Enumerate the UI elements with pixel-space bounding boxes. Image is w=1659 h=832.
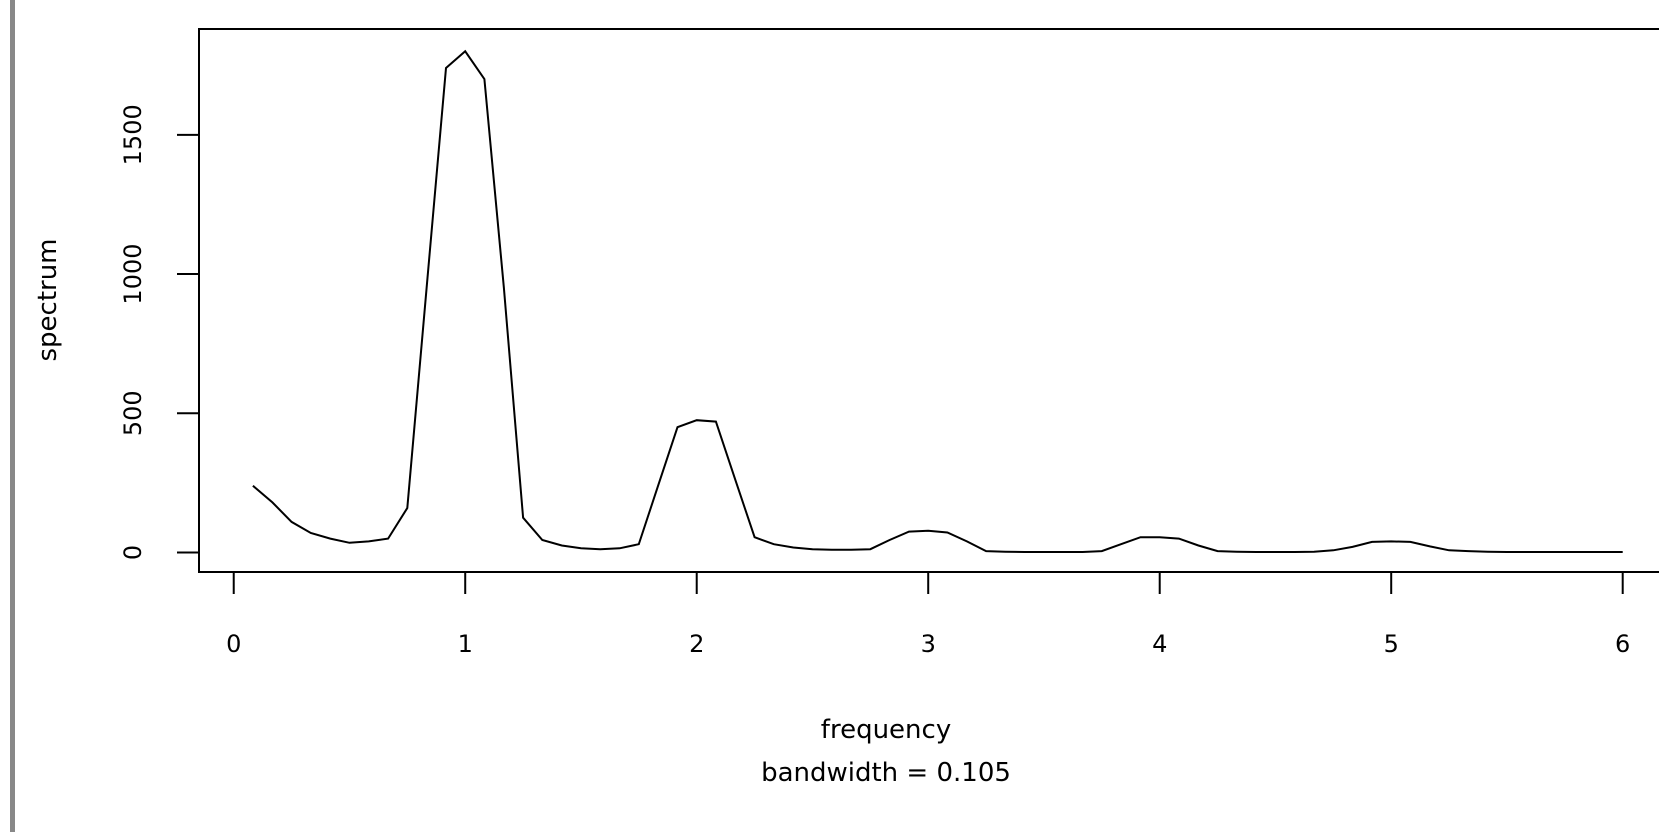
x-axis-label: frequency: [821, 715, 951, 745]
y-axis: 0 500 1000 1500: [119, 104, 200, 560]
x-tick-label: 6: [1615, 630, 1630, 658]
left-edge-bar: [10, 0, 15, 832]
x-tick-label: 2: [689, 630, 704, 658]
x-tick-label: 4: [1152, 630, 1167, 658]
x-tick-label: 0: [226, 630, 241, 658]
x-tick-label: 3: [921, 630, 936, 658]
x-tick-label: 5: [1384, 630, 1399, 658]
y-tick-label: 500: [119, 390, 147, 436]
x-tick-label: 1: [458, 630, 473, 658]
y-tick-label: 1500: [119, 104, 147, 165]
bandwidth-label: bandwidth = 0.105: [761, 758, 1011, 788]
y-tick-label: 0: [119, 545, 147, 560]
y-tick-label: 1000: [119, 244, 147, 305]
x-axis: 0 1 2 3 4 5 6: [226, 571, 1630, 658]
y-axis-label: spectrum: [33, 238, 63, 361]
series-line: [252, 49, 1623, 553]
plot-frame: [198, 28, 1659, 573]
